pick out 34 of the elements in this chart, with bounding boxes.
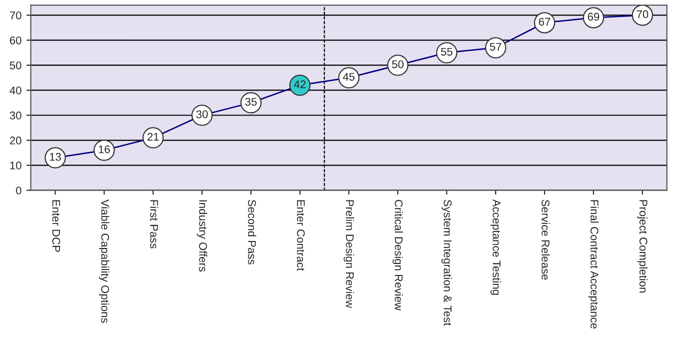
data-label: 69 [588, 12, 600, 21]
data-label: 70 [636, 10, 648, 18]
data-label: 50 [392, 60, 404, 68]
data-label: 35 [245, 98, 257, 106]
y-tick-label: 70 [10, 11, 22, 20]
x-tick-label: Industry Offers [196, 200, 208, 272]
x-tick-label: First Pass [150, 200, 158, 248]
x-tick-label: Second Pass [248, 200, 256, 264]
y-tick-label: 0 [16, 186, 22, 194]
data-label: 42 [294, 80, 306, 88]
x-tick-label: System Integration & Test [442, 200, 452, 326]
data-label: 16 [98, 145, 110, 154]
data-label: 55 [440, 48, 452, 56]
x-tick-label: Viable Capability Options [99, 199, 110, 323]
data-label: 57 [490, 42, 502, 51]
x-tick-label: Prelim Design Review [344, 200, 354, 308]
y-tick-label: 50 [10, 61, 22, 70]
data-label: 45 [342, 72, 355, 81]
x-tick-label: Acceptance Testing [490, 199, 501, 295]
y-tick-label: 60 [10, 36, 22, 44]
x-tick-label: Enter Contract [296, 200, 305, 271]
x-tick-label: Service Release [542, 200, 550, 280]
y-tick-label: 20 [10, 136, 22, 144]
x-tick-label: Final Contract Acceptance [588, 200, 599, 329]
y-tick-label: 30 [10, 112, 22, 120]
y-tick-label: 40 [10, 86, 22, 94]
data-label: 13 [50, 152, 61, 161]
data-label: 21 [147, 132, 159, 141]
x-tick-label: Project Completion [637, 200, 648, 292]
data-label: 67 [538, 18, 550, 26]
x-tick-label: Enter DCP [52, 200, 60, 252]
x-tick-label: Critical Design Review [392, 200, 403, 310]
data-label: 30 [196, 110, 208, 118]
y-tick-label: 10 [10, 162, 22, 170]
